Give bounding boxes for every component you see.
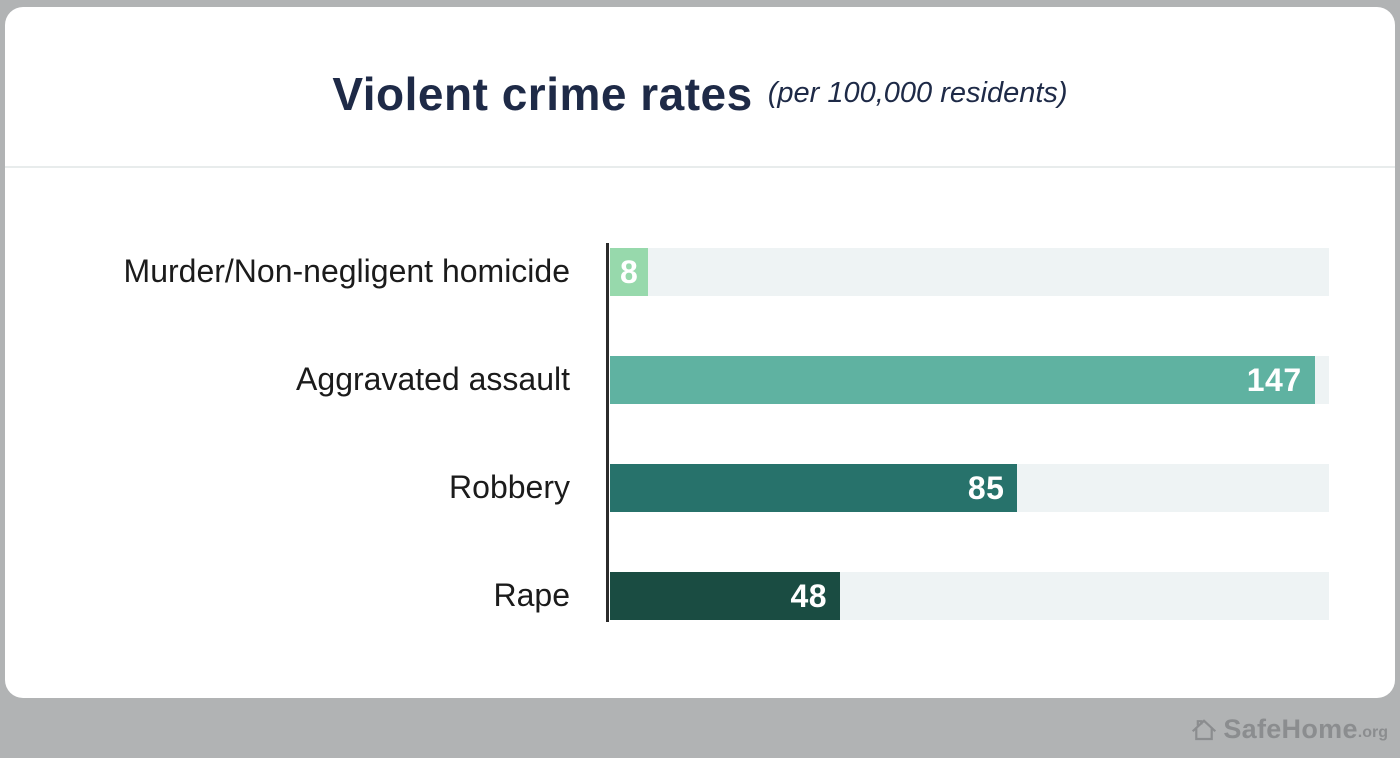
bar: 147: [610, 356, 1315, 404]
bar-rows: Murder/Non-negligent homicide 8 Aggravated…: [5, 218, 1395, 650]
bar-row: Robbery 85: [5, 434, 1395, 542]
bar-track: 8: [610, 248, 1329, 296]
bar-track: 147: [610, 356, 1329, 404]
bar-track: 48: [610, 572, 1329, 620]
category-label: Aggravated assault: [296, 361, 570, 398]
category-label: Robbery: [449, 469, 570, 506]
chart-header: Violent crime rates (per 100,000 residen…: [5, 7, 1395, 166]
bar-chart: Murder/Non-negligent homicide 8 Aggravated…: [5, 218, 1395, 650]
chart-card: Violent crime rates (per 100,000 residen…: [5, 7, 1395, 698]
bar-row: Aggravated assault 147: [5, 326, 1395, 434]
safehome-logo: SafeHome .org: [1191, 714, 1388, 745]
header-divider: [5, 166, 1395, 168]
bar-value-label: 85: [967, 469, 1005, 506]
bar: 8: [610, 248, 649, 296]
category-label: Murder/Non-negligent homicide: [123, 253, 570, 290]
bar-value-label: 8: [620, 253, 639, 290]
y-axis-line: [606, 243, 609, 622]
category-label: Rape: [493, 577, 571, 614]
chart-title: Violent crime rates: [332, 67, 753, 120]
footer-bar: SafeHome .org: [0, 698, 1400, 758]
bar: 85: [610, 464, 1018, 512]
brand-name: SafeHome: [1223, 714, 1358, 744]
bar-track: 85: [610, 464, 1329, 512]
bar-row: Murder/Non-negligent homicide 8: [5, 218, 1395, 326]
bar-row: Rape 48: [5, 542, 1395, 650]
bar-value-label: 147: [1246, 361, 1302, 398]
house-icon: [1192, 718, 1217, 740]
bar-value-label: 48: [790, 577, 828, 614]
bar: 48: [610, 572, 841, 620]
brand-suffix: .org: [1357, 724, 1388, 741]
chart-subtitle: (per 100,000 residents): [767, 77, 1068, 109]
